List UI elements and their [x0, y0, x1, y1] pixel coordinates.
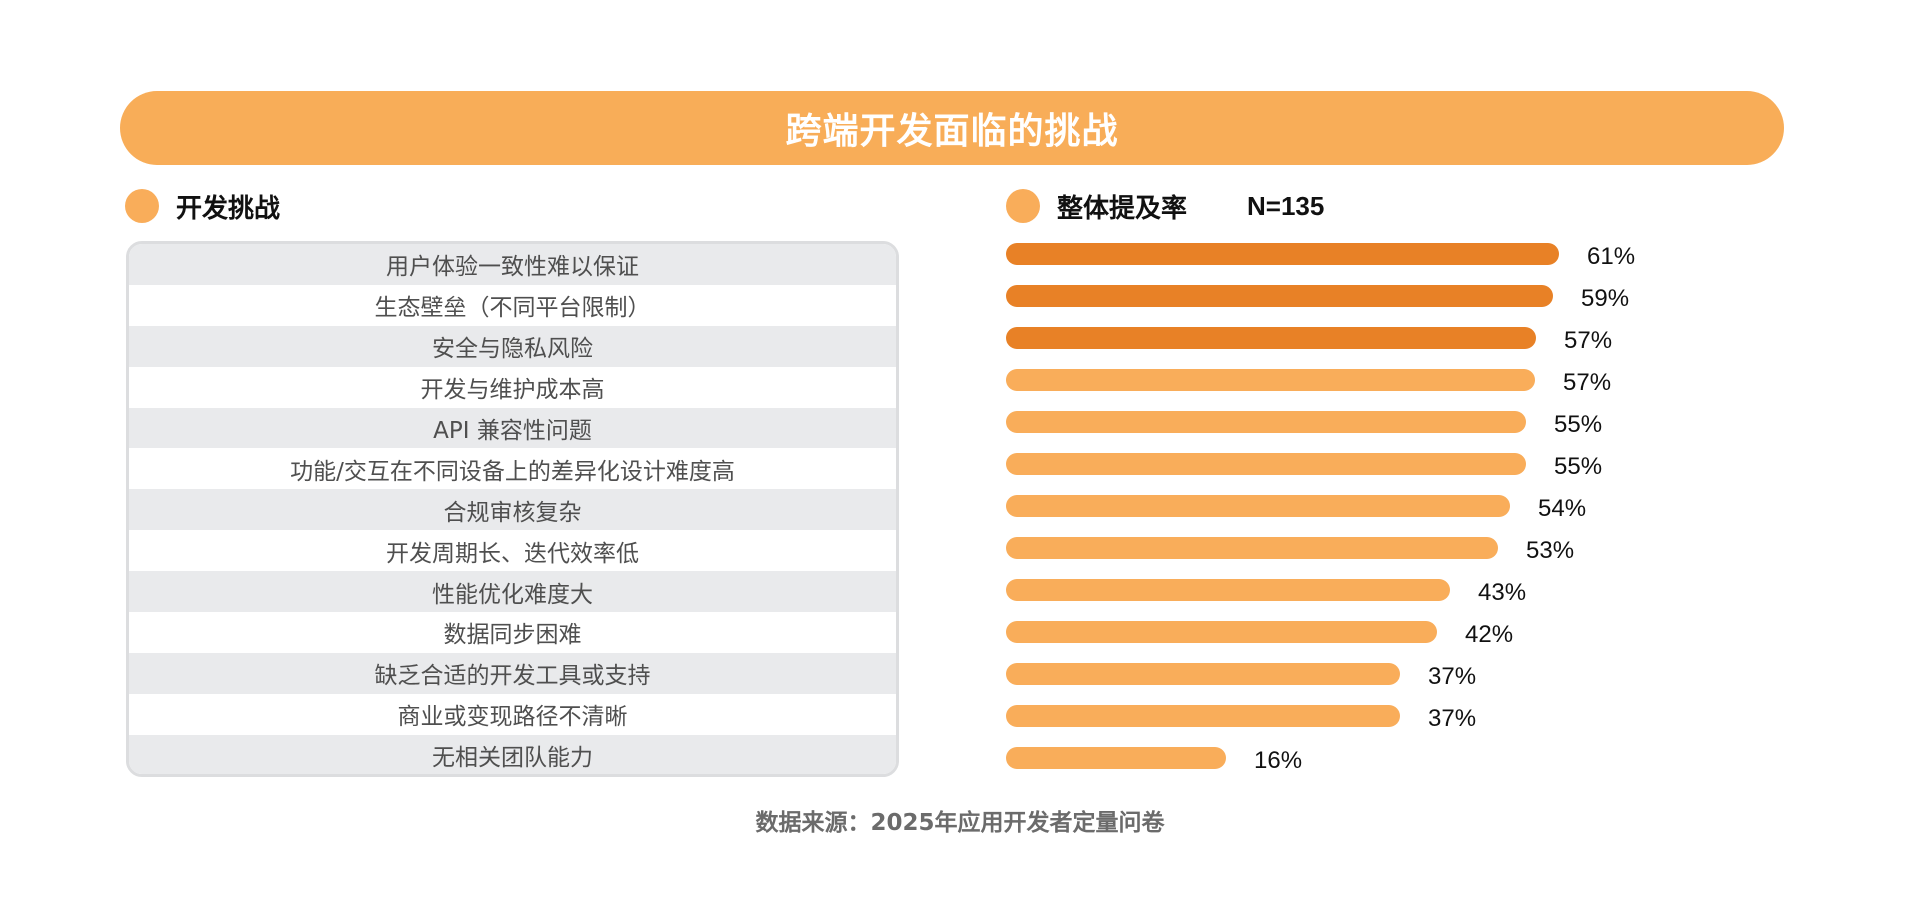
bar-row: 57%: [1006, 369, 1766, 411]
challenge-row: 无相关团队能力: [129, 734, 896, 774]
bar-row: 55%: [1006, 411, 1766, 453]
challenge-label: 性能优化难度大: [432, 581, 593, 608]
bar-value-label: 37%: [1428, 663, 1477, 690]
challenge-label: 合规审核复杂: [443, 499, 582, 526]
bar-row: 16%: [1006, 747, 1766, 789]
challenge-row: 性能优化难度大: [129, 571, 896, 613]
challenge-row: 合规审核复杂: [129, 489, 896, 531]
challenge-row: 商业或变现路径不清晰: [129, 693, 896, 735]
challenge-label: 用户体验一致性难以保证: [386, 254, 639, 281]
challenges-header-label: 开发挑战: [176, 193, 281, 224]
bar-value-label: 16%: [1254, 747, 1303, 774]
bar: [1006, 621, 1437, 643]
bar: [1006, 495, 1510, 517]
bar: [1006, 369, 1535, 391]
challenge-row: 缺乏合适的开发工具或支持: [129, 652, 896, 694]
bar-row: 61%: [1006, 243, 1766, 285]
bar-value-label: 61%: [1587, 243, 1636, 270]
bar-row: 57%: [1006, 327, 1766, 369]
challenge-label: 商业或变现路径不清晰: [397, 704, 628, 731]
bar-value-label: 57%: [1564, 327, 1613, 354]
challenge-row: 生态壁垒（不同平台限制）: [129, 284, 896, 326]
bar-value-label: 55%: [1554, 411, 1603, 438]
bar: [1006, 663, 1400, 685]
challenge-label: 安全与隐私风险: [432, 336, 593, 363]
mention-rate-header-label: 整体提及率: [1057, 193, 1188, 224]
challenge-label: 无相关团队能力: [432, 745, 593, 772]
bar: [1006, 537, 1498, 559]
bar: [1006, 705, 1400, 727]
challenge-label: 开发周期长、迭代效率低: [386, 540, 639, 567]
challenge-row: 安全与隐私风险: [129, 325, 896, 367]
data-source-note: 数据来源：2025年应用开发者定量问卷: [755, 810, 1165, 836]
bar-row: 59%: [1006, 285, 1766, 327]
bar-row: 42%: [1006, 621, 1766, 663]
bar: [1006, 243, 1559, 265]
challenge-label: 缺乏合适的开发工具或支持: [374, 663, 651, 690]
bar-value-label: 54%: [1538, 495, 1587, 522]
title-banner: 跨端开发面临的挑战: [120, 91, 1784, 165]
bar-value-label: 59%: [1581, 285, 1630, 312]
bar-row: 43%: [1006, 579, 1766, 621]
bar-value-label: 43%: [1478, 579, 1527, 606]
bar: [1006, 453, 1526, 475]
challenge-row: API 兼容性问题: [129, 407, 896, 449]
bullet-dot-icon: [1006, 189, 1040, 223]
bar-row: 55%: [1006, 453, 1766, 495]
challenge-row: 功能/交互在不同设备上的差异化设计难度高: [129, 448, 896, 490]
bar-row: 53%: [1006, 537, 1766, 579]
challenges-table: 用户体验一致性难以保证 生态壁垒（不同平台限制） 安全与隐私风险 开发与维护成本高 AP…: [126, 241, 899, 777]
challenge-label: 功能/交互在不同设备上的差异化设计难度高: [290, 458, 735, 485]
bar-row: 54%: [1006, 495, 1766, 537]
challenge-label: 生态壁垒（不同平台限制）: [374, 295, 651, 322]
bar-value-label: 42%: [1465, 621, 1514, 648]
bar-value-label: 53%: [1526, 537, 1575, 564]
bar-value-label: 37%: [1428, 705, 1477, 732]
bar: [1006, 285, 1553, 307]
bar: [1006, 579, 1450, 601]
challenge-label: 数据同步困难: [443, 622, 582, 649]
challenges-header: 开发挑战: [125, 188, 280, 224]
sample-size-label: N=135: [1247, 190, 1325, 221]
challenge-row: 数据同步困难: [129, 612, 896, 653]
bar: [1006, 327, 1536, 349]
bullet-dot-icon: [125, 189, 159, 223]
mention-rate-header: 整体提及率 N=135: [1006, 188, 1324, 224]
challenge-row: 开发周期长、迭代效率低: [129, 530, 896, 572]
bar: [1006, 747, 1226, 769]
chart-title: 跨端开发面临的挑战: [785, 111, 1119, 152]
bar-row: 37%: [1006, 663, 1766, 705]
bar-value-label: 55%: [1554, 453, 1603, 480]
challenge-row: 用户体验一致性难以保证: [129, 244, 896, 285]
mention-rate-bar-chart: 61% 59% 57% 57% 55% 55% 54% 53% 43% 42% 37% 37% 16%: [1006, 243, 1766, 789]
bar-value-label: 57%: [1563, 369, 1612, 396]
challenge-row: 开发与维护成本高: [129, 366, 896, 408]
challenge-label: API 兼容性问题: [433, 418, 592, 444]
bar: [1006, 411, 1526, 433]
challenge-label: 开发与维护成本高: [420, 377, 605, 404]
bar-row: 37%: [1006, 705, 1766, 747]
